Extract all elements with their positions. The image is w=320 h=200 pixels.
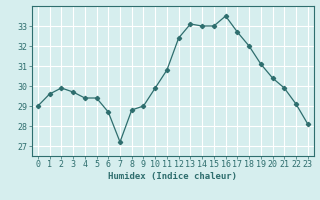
X-axis label: Humidex (Indice chaleur): Humidex (Indice chaleur)	[108, 172, 237, 181]
